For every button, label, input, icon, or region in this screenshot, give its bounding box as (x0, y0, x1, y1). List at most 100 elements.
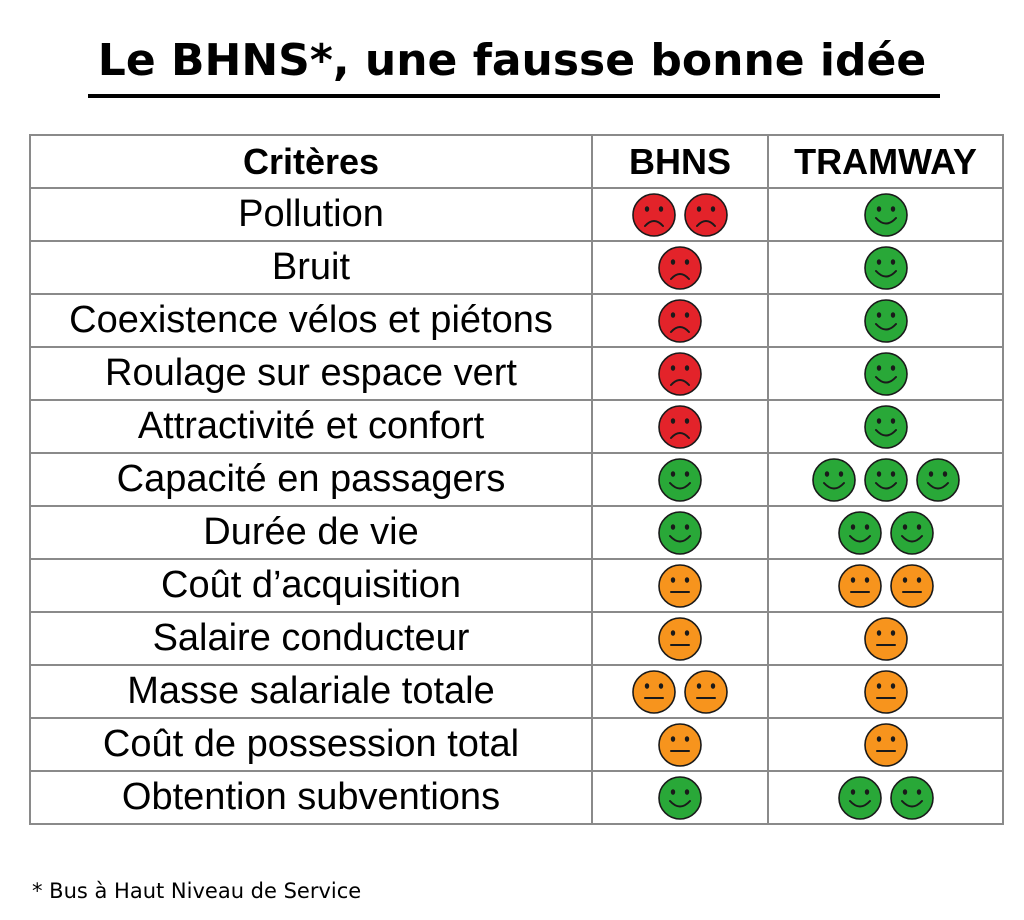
tramway-rating-faces (769, 510, 1002, 556)
smiley-face-icon (657, 510, 703, 556)
bhns-rating-faces (593, 775, 767, 821)
tramway-rating (767, 187, 1004, 242)
smiley-face-icon (863, 298, 909, 344)
table-row: Coût d’acquisition (29, 558, 1004, 613)
criterion-label: Pollution (29, 187, 593, 242)
criterion-label: Attractivité et confort (29, 399, 593, 454)
bhns-rating (591, 558, 769, 613)
criterion-label: Capacité en passagers (29, 452, 593, 507)
smiley-face-icon (837, 775, 883, 821)
neutral-face-icon (631, 669, 677, 715)
neutral-face-icon (863, 616, 909, 662)
sad-face-icon (631, 192, 677, 238)
tramway-rating-faces (769, 351, 1002, 397)
neutral-face-icon (657, 722, 703, 768)
tramway-rating-faces (769, 298, 1002, 344)
table-body: Pollution Bruit Coexistence vélos et piéto… (29, 187, 1004, 825)
page-title: Le BHNS*, une fausse bonne idée (97, 35, 927, 86)
smiley-face-icon (657, 775, 703, 821)
criterion-label: Salaire conducteur (29, 611, 593, 666)
smiley-face-icon (863, 192, 909, 238)
table-row: Durée de vie (29, 505, 1004, 560)
title-underline (88, 94, 940, 98)
smiley-face-icon (889, 510, 935, 556)
tramway-rating (767, 717, 1004, 772)
criterion-label: Masse salariale totale (29, 664, 593, 719)
table-row: Coût de possession total (29, 717, 1004, 772)
bhns-rating-faces (593, 404, 767, 450)
bhns-rating-faces (593, 616, 767, 662)
smiley-face-icon (811, 457, 857, 503)
neutral-face-icon (863, 722, 909, 768)
table-row: Masse salariale totale (29, 664, 1004, 719)
bhns-rating (591, 187, 769, 242)
tramway-rating (767, 399, 1004, 454)
table-row: Roulage sur espace vert (29, 346, 1004, 401)
neutral-face-icon (863, 669, 909, 715)
smiley-face-icon (863, 457, 909, 503)
bhns-rating-faces (593, 510, 767, 556)
table-row: Bruit (29, 240, 1004, 295)
tramway-rating-faces (769, 457, 1002, 503)
smiley-face-icon (657, 457, 703, 503)
neutral-face-icon (683, 669, 729, 715)
tramway-rating-faces (769, 245, 1002, 291)
table-row: Coexistence vélos et piétons (29, 293, 1004, 348)
tramway-rating (767, 293, 1004, 348)
tramway-rating (767, 770, 1004, 825)
table-row: Pollution (29, 187, 1004, 242)
bhns-rating (591, 346, 769, 401)
header-tramway: TRAMWAY (767, 134, 1004, 189)
tramway-rating (767, 611, 1004, 666)
smiley-face-icon (863, 245, 909, 291)
criterion-label: Roulage sur espace vert (29, 346, 593, 401)
tramway-rating-faces (769, 192, 1002, 238)
footnote: * Bus à Haut Niveau de Service (32, 879, 362, 903)
bhns-rating-faces (593, 457, 767, 503)
smiley-face-icon (863, 351, 909, 397)
bhns-rating-faces (593, 298, 767, 344)
tramway-rating (767, 240, 1004, 295)
criterion-label: Durée de vie (29, 505, 593, 560)
tramway-rating-faces (769, 722, 1002, 768)
criterion-label: Coût de possession total (29, 717, 593, 772)
table-row: Capacité en passagers (29, 452, 1004, 507)
neutral-face-icon (889, 563, 935, 609)
tramway-rating-faces (769, 669, 1002, 715)
tramway-rating (767, 452, 1004, 507)
table-row: Obtention subventions (29, 770, 1004, 825)
sad-face-icon (657, 245, 703, 291)
header-bhns: BHNS (591, 134, 769, 189)
smiley-face-icon (889, 775, 935, 821)
criterion-label: Coexistence vélos et piétons (29, 293, 593, 348)
table-row: Attractivité et confort (29, 399, 1004, 454)
bhns-rating-faces (593, 192, 767, 238)
smiley-face-icon (915, 457, 961, 503)
smiley-face-icon (863, 404, 909, 450)
bhns-rating (591, 240, 769, 295)
bhns-rating-faces (593, 245, 767, 291)
tramway-rating-faces (769, 616, 1002, 662)
bhns-rating (591, 611, 769, 666)
bhns-rating-faces (593, 722, 767, 768)
criterion-label: Bruit (29, 240, 593, 295)
bhns-rating-faces (593, 669, 767, 715)
bhns-rating (591, 664, 769, 719)
neutral-face-icon (837, 563, 883, 609)
bhns-rating (591, 770, 769, 825)
sad-face-icon (683, 192, 729, 238)
criterion-label: Coût d’acquisition (29, 558, 593, 613)
tramway-rating-faces (769, 775, 1002, 821)
sad-face-icon (657, 404, 703, 450)
neutral-face-icon (657, 563, 703, 609)
criterion-label: Obtention subventions (29, 770, 593, 825)
tramway-rating-faces (769, 404, 1002, 450)
sad-face-icon (657, 298, 703, 344)
neutral-face-icon (657, 616, 703, 662)
tramway-rating-faces (769, 563, 1002, 609)
bhns-rating-faces (593, 563, 767, 609)
sad-face-icon (657, 351, 703, 397)
bhns-rating (591, 293, 769, 348)
header-criteres: Critères (29, 134, 593, 189)
tramway-rating (767, 505, 1004, 560)
